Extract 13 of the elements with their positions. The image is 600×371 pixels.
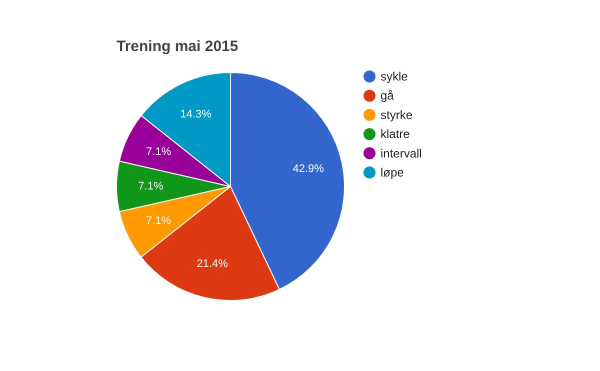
data-label: 7.1% [146,146,172,158]
legend-label: løpe [380,166,404,180]
data-label: 21.4% [196,258,228,270]
legend-label: gå [380,88,394,103]
legend-label: styrke [380,108,413,122]
data-label: 7.1% [138,180,164,192]
chart-title: Trening mai 2015 [116,38,238,55]
data-label: 14.3% [180,108,212,121]
legend-label: klatre [380,127,410,142]
legend-label: sykle [380,70,408,84]
legend-label: intervall [380,146,422,160]
data-label: 7.1% [146,214,172,227]
data-label: 42.9% [292,162,324,175]
